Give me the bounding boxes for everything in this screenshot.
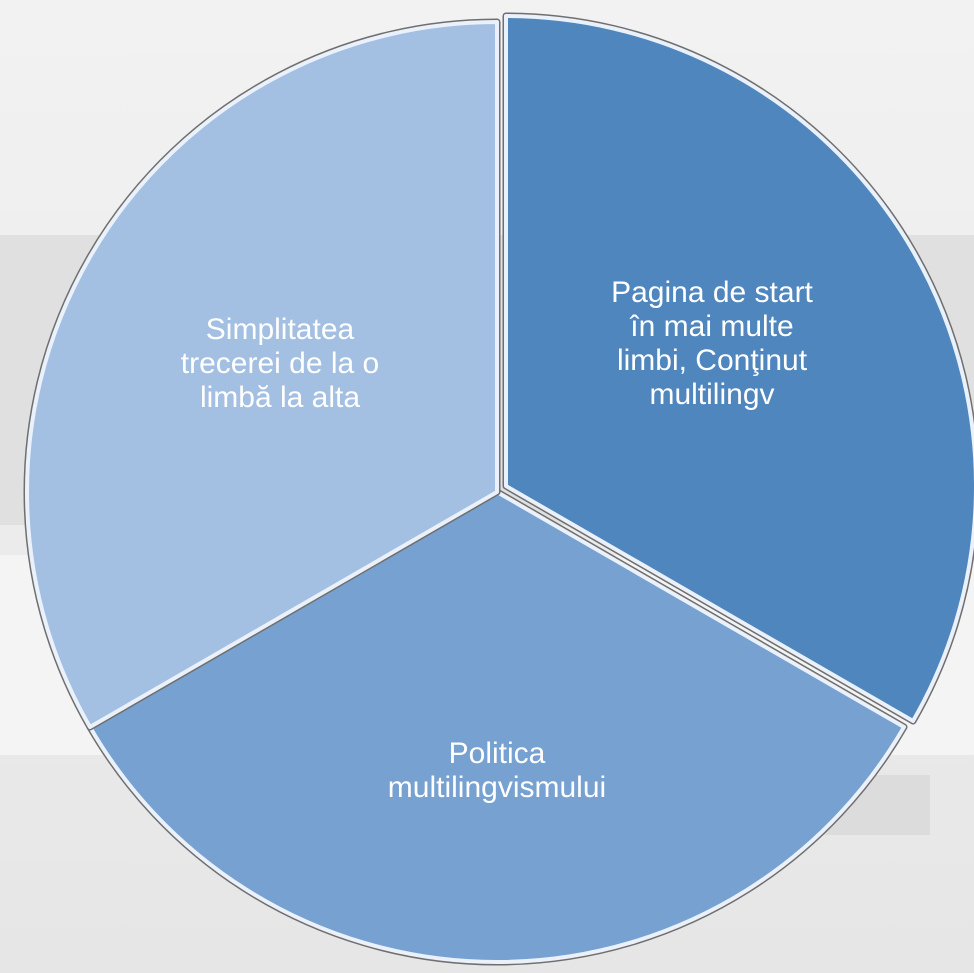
segment-label: Simplitatea: [206, 313, 355, 346]
segment-label: limbă la alta: [200, 381, 360, 414]
diagram: Pagina de startîn mai multelimbi, Conţin…: [0, 0, 974, 973]
segment-label: multilingvismului: [388, 771, 606, 804]
segment-label: limbi, Conţinut: [617, 344, 808, 377]
segment-label: Pagina de start: [611, 276, 813, 309]
segment-label: trecerei de la o: [181, 347, 379, 380]
cycle: [27, 16, 974, 962]
segment-label: multilingv: [649, 378, 774, 411]
page: Pagina de startîn mai multelimbi, Conţin…: [0, 0, 974, 973]
segment-label: Politica: [449, 737, 546, 770]
segment-label: în mai multe: [629, 310, 793, 343]
